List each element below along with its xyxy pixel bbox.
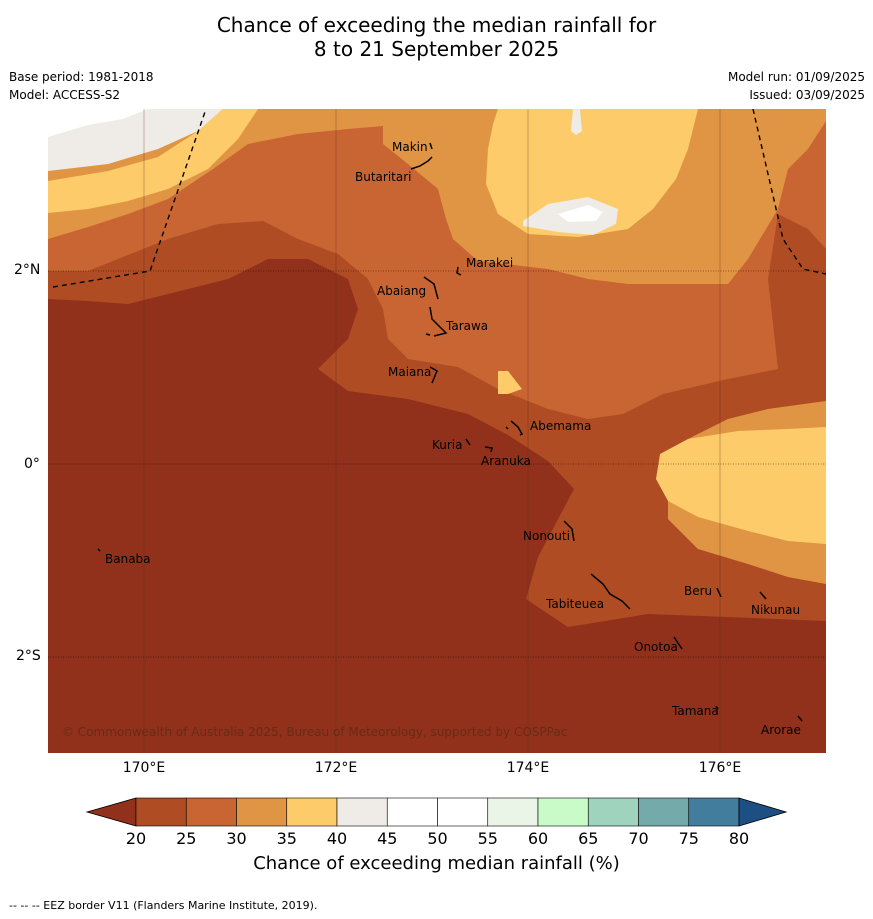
- colorbar-segment-40: [336, 797, 388, 827]
- island-nonouti: [563, 520, 575, 542]
- graticule: [143, 109, 721, 753]
- lon-label-172e: 172°E: [314, 760, 358, 776]
- colorbar-segment-75: [688, 797, 740, 827]
- label-tamana: Tamana: [671, 704, 719, 718]
- base-period: Base period: 1981-2018: [9, 70, 154, 84]
- colorbar-tick-45: 45: [377, 829, 397, 848]
- colorbar-segment-30: [236, 797, 288, 827]
- meta-right: Model run: 01/09/2025 Issued: 03/09/2025: [728, 68, 865, 104]
- island-makin: [429, 142, 433, 150]
- eez-border: [52, 109, 826, 288]
- title-line-1: Chance of exceeding the median rainfall …: [216, 13, 657, 37]
- footnote: -- -- -- EEZ border V11 (Flanders Marine…: [9, 899, 318, 912]
- island-tabiteuea: [590, 573, 631, 610]
- label-arorae: Arorae: [761, 723, 801, 737]
- colorbar-over-triangle: [738, 797, 788, 827]
- label-abemama: Abemama: [530, 419, 591, 433]
- colorbar-tick-25: 25: [176, 829, 196, 848]
- chart-title: Chance of exceeding the median rainfall …: [0, 13, 873, 61]
- colorbar-tick-30: 30: [226, 829, 246, 848]
- colorbar-segment-45: [386, 797, 438, 827]
- island-marakei: [456, 266, 462, 276]
- region-35-40-spot: [498, 371, 522, 394]
- island-beru: [716, 587, 722, 598]
- label-makin: Makin: [392, 140, 428, 154]
- lat-label-2s: 2°S: [16, 648, 41, 664]
- lon-label-176e: 176°E: [698, 760, 742, 776]
- label-banaba: Banaba: [105, 552, 151, 566]
- colorbar-tick-55: 55: [478, 829, 498, 848]
- colorbar-segment-70: [638, 797, 690, 827]
- island-nikunau: [759, 591, 767, 600]
- label-nonouti: Nonouti: [523, 529, 570, 543]
- label-beru: Beru: [684, 584, 712, 598]
- lat-label-0: 0°: [24, 456, 40, 472]
- copyright-notice: © Commonwealth of Australia 2025, Bureau…: [62, 725, 567, 739]
- colorbar-segment-50: [437, 797, 489, 827]
- model-run: Model run: 01/09/2025: [727, 70, 865, 84]
- colorbar-segment-35: [286, 797, 338, 827]
- colorbar-segment-25: [185, 797, 237, 827]
- region-40-45-spot: [571, 109, 582, 135]
- colorbar-tick-70: 70: [628, 829, 648, 848]
- island-tarawa-2: [425, 333, 431, 336]
- colorbar-tick-60: 60: [528, 829, 548, 848]
- label-maiana: Maiana: [388, 365, 431, 379]
- islands: [97, 142, 803, 722]
- label-abaiang: Abaiang: [377, 284, 426, 298]
- island-onotoa: [673, 636, 683, 650]
- island-tarawa: [429, 306, 448, 337]
- lon-label-174e: 174°E: [506, 760, 550, 776]
- island-abemama-2: [505, 426, 509, 430]
- region-no-data-center: [558, 205, 603, 222]
- meta-left: Base period: 1981-2018 Model: ACCESS-S2: [9, 68, 154, 104]
- island-abaiang: [423, 276, 439, 300]
- colorbar-tick-20: 20: [126, 829, 146, 848]
- issued-date: Issued: 03/09/2025: [749, 88, 865, 102]
- label-nikunau: Nikunau: [751, 603, 800, 617]
- label-tabiteuea: Tabiteuea: [545, 597, 604, 611]
- label-onotoa: Onotoa: [634, 640, 678, 654]
- region-35-40-east: [656, 427, 826, 544]
- colorbar-tick-65: 65: [578, 829, 598, 848]
- colorbar-under-triangle: [85, 797, 137, 827]
- island-banaba: [97, 548, 101, 552]
- lon-label-170e: 170°E: [122, 760, 166, 776]
- label-aranuka: Aranuka: [481, 454, 531, 468]
- colorbar-tick-75: 75: [679, 829, 699, 848]
- colorbar-segment-65: [587, 797, 639, 827]
- label-marakei: Marakei: [466, 256, 513, 270]
- island-maiana: [429, 366, 438, 384]
- colorbar-tick-80: 80: [729, 829, 749, 848]
- colorbar-title: Chance of exceeding median rainfall (%): [253, 853, 620, 874]
- colorbar-segment-20: [135, 797, 187, 827]
- region-no-data-nw: [48, 109, 148, 137]
- island-butaritari: [410, 156, 433, 170]
- label-butaritari: Butaritari: [355, 170, 412, 184]
- region-40-45-nw: [48, 109, 223, 171]
- colorbar-tick-40: 40: [327, 829, 347, 848]
- label-tarawa: Tarawa: [445, 319, 488, 333]
- model-name: Model: ACCESS-S2: [9, 88, 121, 102]
- island-kuria: [465, 438, 471, 446]
- lat-label-2n: 2°N: [14, 262, 41, 278]
- colorbar-segment-60: [537, 797, 589, 827]
- title-line-2: 8 to 21 September 2025: [313, 37, 560, 61]
- colorbar-tick-35: 35: [277, 829, 297, 848]
- colorbar-tick-50: 50: [427, 829, 447, 848]
- island-abemama: [510, 420, 524, 436]
- island-aranuka: [484, 446, 493, 453]
- island-arorae: [797, 715, 803, 722]
- region-35-40: [486, 109, 698, 237]
- graticule-dotted: [48, 270, 826, 658]
- colorbar-segment-55: [487, 797, 539, 827]
- island-tamana: [715, 705, 719, 710]
- label-kuria: Kuria: [432, 438, 463, 452]
- region-35-40-nw: [48, 109, 258, 213]
- colorbar: 20 25 30 35 40 45 50 55 60 65 70 75 80: [0, 795, 873, 855]
- rainfall-map: Makin Butaritari Marakei Abaiang Tarawa …: [48, 109, 826, 753]
